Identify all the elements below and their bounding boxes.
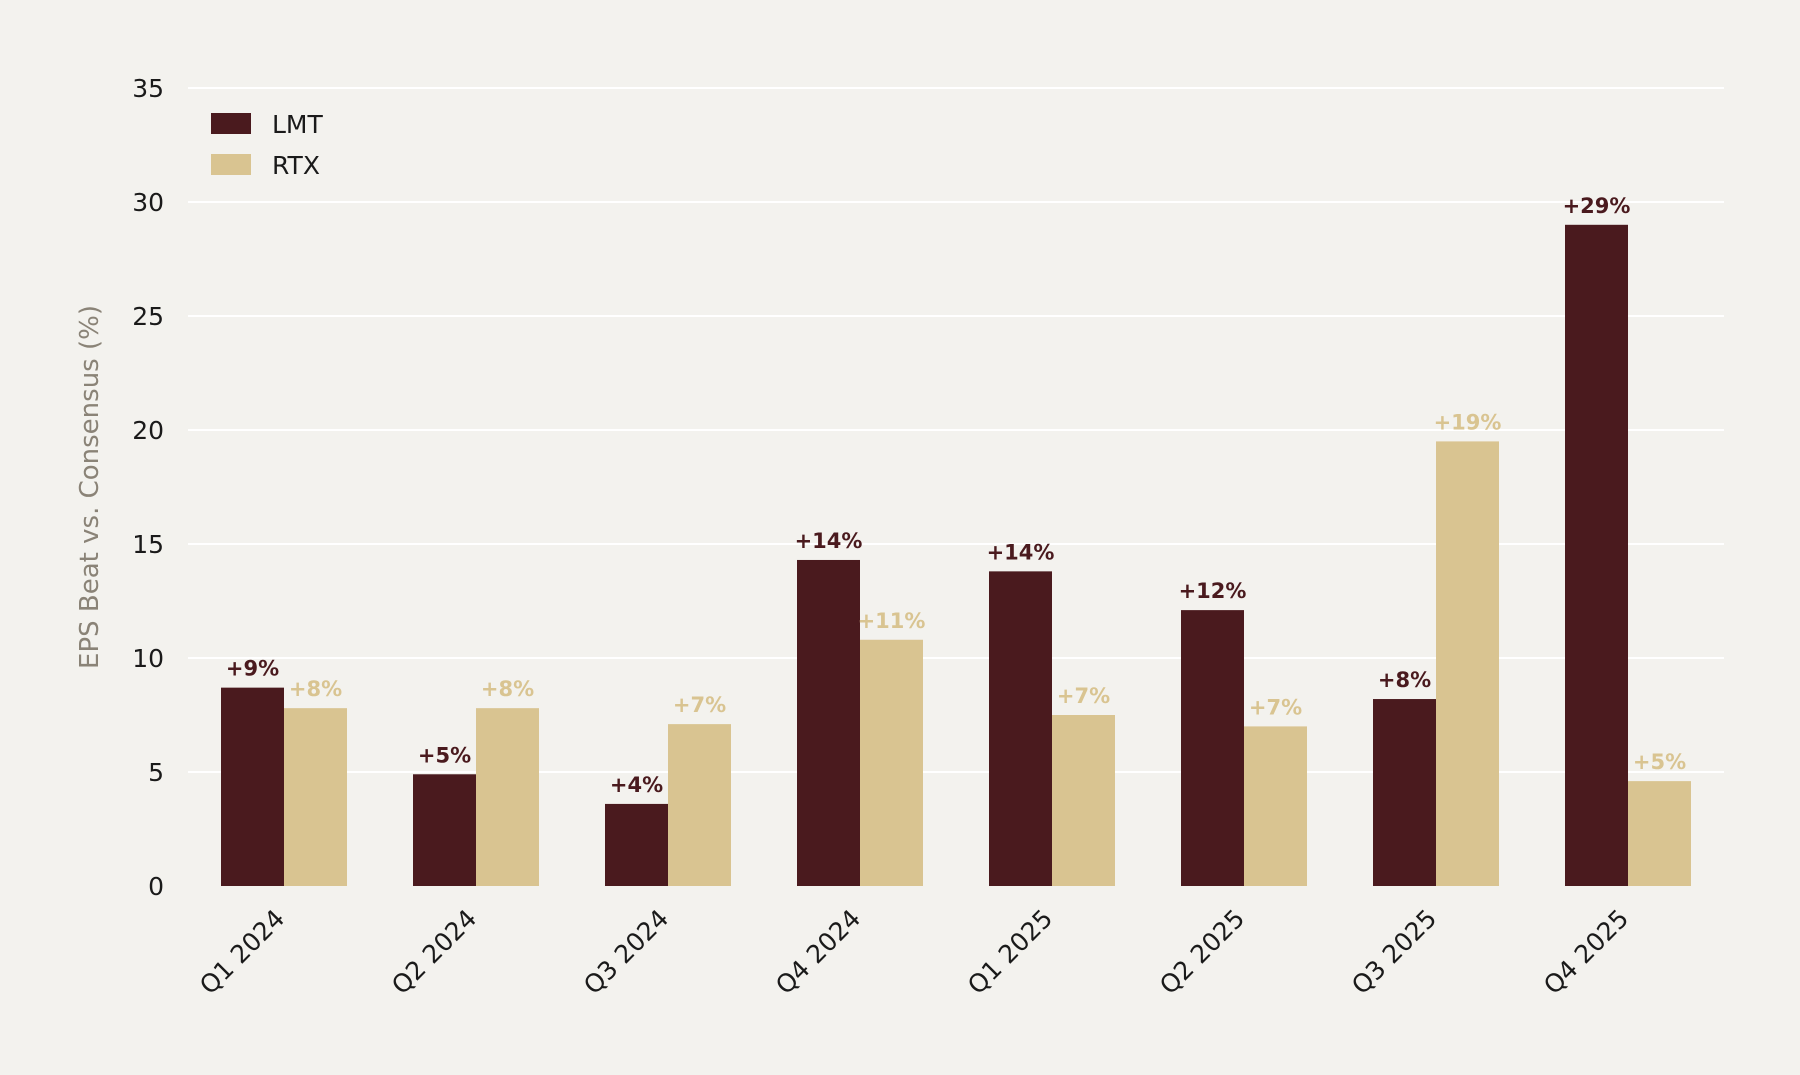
x-axis-ticks: Q1 2024 Q2 2024 Q3 2024 Q4 2024 Q1 2025 Q2 20… [194,904,1634,1000]
data-label-lmt: +12% [1179,579,1247,603]
data-label-lmt: +4% [610,773,663,797]
bar-lmt [1565,224,1628,887]
y-tick-label: 25 [132,302,164,331]
x-tick-label: Q1 2024 [194,904,290,1000]
data-label-rtx: +8% [289,677,342,701]
data-label-rtx: +5% [1633,750,1686,774]
y-tick-label: 35 [132,74,164,103]
data-label-lmt: +29% [1563,194,1631,218]
y-tick-label: 10 [132,644,164,673]
data-label-rtx: +7% [1249,695,1302,719]
bar-rtx [1244,726,1307,886]
bar-rtx [1052,715,1115,886]
y-axis-label: EPS Beat vs. Consensus (%) [75,305,105,669]
legend: LMT RTX [211,110,323,180]
x-tick-label: Q2 2024 [386,904,482,1000]
bar-lmt [605,803,668,886]
bar-lmt [797,559,860,886]
bar-lmt [1373,699,1436,886]
y-tick-label: 15 [132,530,164,559]
data-labels: +9% +8% +5% +8% +4% +7% +14% +11% +14% +7% +12% +7%… [226,194,1686,797]
bar-rtx [1436,441,1499,886]
bar-lmt [1181,610,1244,886]
data-label-rtx: +7% [1057,684,1110,708]
data-label-lmt: +14% [987,540,1055,564]
y-tick-label: 0 [148,872,164,901]
data-label-rtx: +7% [673,693,726,717]
data-label-lmt: +8% [1378,668,1431,692]
bar-rtx [860,639,923,886]
bar-rtx [1628,781,1691,886]
bar-rtx [476,708,539,886]
bar-rtx [668,724,731,886]
bar-rtx [284,708,347,886]
data-label-rtx: +11% [858,609,926,633]
y-axis-ticks: 0 5 10 15 20 25 30 35 [132,74,164,901]
bar-lmt [989,571,1052,886]
bars [221,224,1691,887]
x-tick-label: Q4 2025 [1538,904,1634,1000]
legend-label-lmt: LMT [272,110,323,139]
x-tick-label: Q3 2024 [578,904,674,1000]
bar-lmt [413,774,476,886]
data-label-rtx: +8% [481,677,534,701]
legend-label-rtx: RTX [272,151,320,180]
legend-swatch-rtx [211,154,251,175]
y-tick-label: 5 [148,758,164,787]
data-label-lmt: +5% [418,743,471,767]
y-tick-label: 30 [132,188,164,217]
y-tick-label: 20 [132,416,164,445]
bar-lmt [221,687,284,886]
data-label-rtx: +19% [1434,410,1502,434]
gridlines [188,87,1724,773]
x-tick-label: Q2 2025 [1154,904,1250,1000]
x-tick-label: Q3 2025 [1346,904,1442,1000]
x-tick-label: Q4 2024 [770,904,866,1000]
data-label-lmt: +9% [226,657,279,681]
x-tick-label: Q1 2025 [962,904,1058,1000]
legend-swatch-lmt [211,113,251,134]
data-label-lmt: +14% [795,529,863,553]
